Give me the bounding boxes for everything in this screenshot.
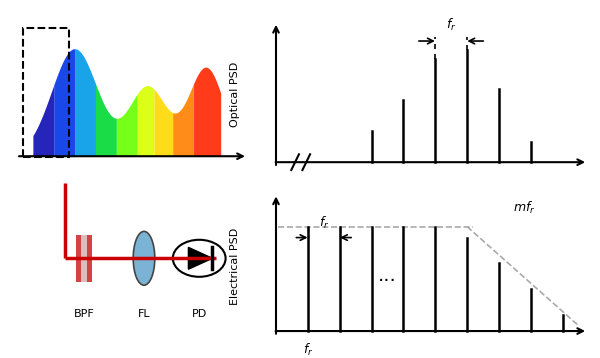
- Text: $f_r$: $f_r$: [302, 342, 313, 358]
- Text: ···: ···: [378, 272, 397, 291]
- Bar: [76, 235, 92, 282]
- Text: $mf_r$: $mf_r$: [513, 199, 536, 216]
- Bar: [23, 28, 70, 158]
- Text: BPF: BPF: [74, 309, 94, 319]
- Text: Frequency (THz): Frequency (THz): [386, 199, 478, 209]
- Text: PD: PD: [191, 309, 207, 319]
- Ellipse shape: [133, 231, 155, 285]
- Text: FL: FL: [137, 309, 151, 319]
- Text: Optical PSD: Optical PSD: [230, 62, 241, 127]
- Circle shape: [173, 240, 226, 277]
- Text: $f_r$: $f_r$: [319, 215, 329, 231]
- Text: $f_r$: $f_r$: [446, 17, 457, 33]
- Polygon shape: [188, 247, 212, 269]
- Bar: [81, 235, 87, 282]
- Text: Electrical PSD: Electrical PSD: [230, 228, 241, 305]
- Text: 580 nm - 1000 nm: 580 nm - 1000 nm: [24, 203, 121, 213]
